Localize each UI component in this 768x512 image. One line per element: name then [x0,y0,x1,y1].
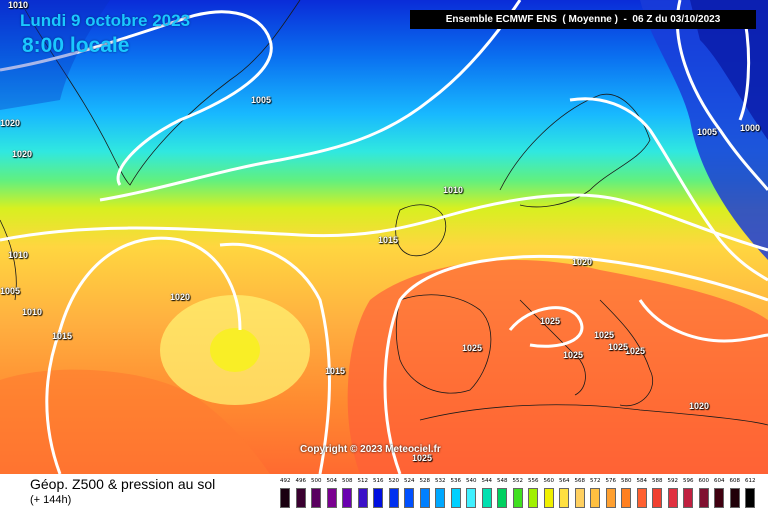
legend-swatch [295,488,306,508]
isobar-label: 1020 [689,401,710,411]
legend-swatch [528,488,538,508]
legend-label: 504 [326,478,338,484]
legend-label: 500 [311,478,322,484]
legend-label: 572 [590,478,601,484]
legend-label: 544 [481,478,493,484]
legend-label: 584 [636,478,648,484]
legend-swatch [466,488,476,508]
isobar-label: 1005 [697,127,718,137]
legend-label: 560 [543,478,555,484]
legend-label: 588 [652,478,663,484]
legend-label: 524 [404,478,415,484]
legend-swatch [636,488,647,508]
isobar-label: 1010 [8,0,29,10]
legend-label: 516 [373,478,384,484]
isobar-label: 1015 [378,235,399,245]
legend-swatch [481,488,492,508]
legend-label: 520 [388,478,400,484]
isobar-label: 1005 [0,286,21,296]
isobar-label: 1010 [22,307,43,317]
isobar-label: 1025 [563,350,584,360]
legend-label: 496 [295,478,307,484]
legend-swatch [605,488,616,508]
legend-swatch [326,488,337,508]
isobar-label: 1025 [594,330,615,340]
isobar-label: 1020 [170,292,191,302]
legend-swatch [667,488,678,508]
legend-swatch [388,488,399,508]
isobar-label: 1015 [325,366,346,376]
legend-label: 596 [683,478,694,484]
forecast-date: Lundi 9 octobre 2023 [20,11,191,30]
legend-label: 528 [419,478,431,484]
legend-label: 532 [435,478,446,484]
legend-swatch [404,488,414,508]
isobar-label: 1015 [52,331,73,341]
legend-swatch [652,488,662,508]
legend-label: 536 [450,478,462,484]
legend-label: 580 [621,478,632,484]
legend-swatch [621,488,631,508]
legend-swatch [435,488,445,508]
legend-label: 508 [342,478,353,484]
legend-label: 592 [667,478,679,484]
legend-swatch [280,488,290,508]
legend-swatch [698,488,709,508]
legend-label: 604 [714,478,725,484]
legend-label: 548 [497,478,508,484]
isobar-label: 1025 [540,316,561,326]
legend-swatch [729,488,740,508]
coastlines [0,0,768,426]
legend-label: 600 [698,478,710,484]
legend-label: 612 [745,478,756,484]
legend-swatch [559,488,569,508]
isobar-label: 1020 [0,118,21,128]
legend-swatch [450,488,461,508]
geopotential-field [0,0,768,474]
legend-label: 540 [466,478,477,484]
isobar-label: 1000 [740,123,761,133]
legend-swatch [512,488,523,508]
legend-label: 564 [559,478,570,484]
forecast-local-time: 8:00 locale [22,34,130,57]
legend-swatch [683,488,693,508]
legend-swatch [311,488,321,508]
legend-label: 552 [512,478,524,484]
legend-swatch [419,488,430,508]
legend-swatch [497,488,507,508]
legend-swatch [357,488,368,508]
legend-swatch [543,488,554,508]
legend-swatch [714,488,724,508]
legend-label: 568 [574,478,586,484]
map-title: Géop. Z500 & pression au sol [30,476,216,492]
legend-label: 556 [528,478,539,484]
legend-swatch [373,488,383,508]
legend-swatch [590,488,600,508]
isobars [0,0,768,474]
copyright-notice: Copyright © 2023 Meteociel.fr [300,444,441,455]
legend-swatch [342,488,352,508]
isobar-label: 1025 [608,342,629,352]
isobar-label: 1010 [443,185,464,195]
isobar-label: 1025 [412,453,433,463]
legend-label: 608 [729,478,741,484]
legend-swatch [574,488,585,508]
weather-map: Lundi 9 octobre 2023 8:00 locale Ensembl… [0,0,768,474]
legend-swatch [745,488,755,508]
legend-label: 512 [357,478,369,484]
legend-label: 576 [605,478,617,484]
isobar-label: 1020 [572,257,593,267]
model-run-info: Ensemble ECMWF ENS ( Moyenne ) - 06 Z du… [410,10,756,29]
isobar-label: 1005 [251,95,272,105]
isobar-label: 1025 [462,343,483,353]
isobar-label: 1025 [625,346,646,356]
legend-label: 492 [280,478,291,484]
isobar-label: 1010 [8,250,29,260]
isobar-label: 1020 [12,149,33,159]
forecast-lead-time: (+ 144h) [30,494,72,506]
